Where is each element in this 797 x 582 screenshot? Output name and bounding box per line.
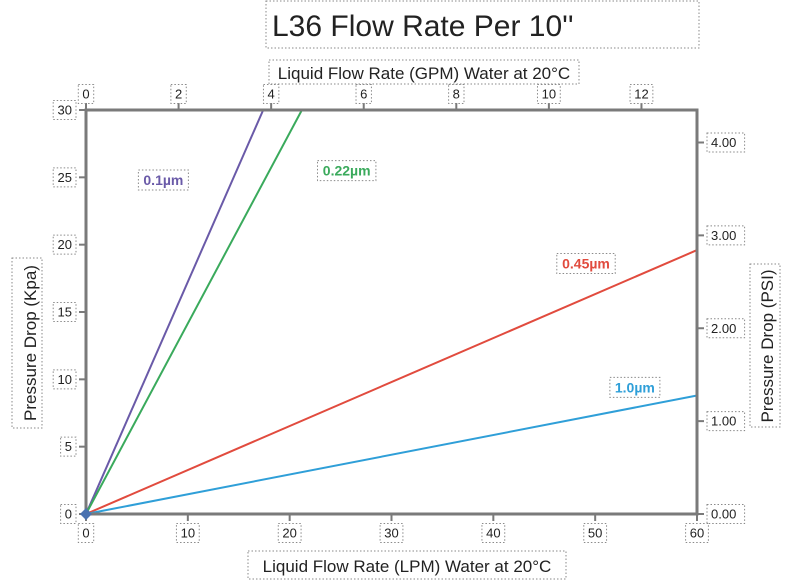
series-label-0: 0.1µm <box>143 172 183 188</box>
x-top-tick-label: 0 <box>82 87 89 102</box>
top-axis-title: Liquid Flow Rate (GPM) Water at 20°C <box>278 64 570 83</box>
x-bottom-tick-label: 40 <box>486 526 500 541</box>
x-top-tick-label: 8 <box>453 87 460 102</box>
series-line-3 <box>85 394 698 515</box>
y-right-tick-label-box <box>706 504 746 524</box>
bottom-axis-title-box <box>247 550 567 580</box>
y-right-tick-label: 0.00 <box>711 507 736 522</box>
series-label-3: 1.0µm <box>615 379 655 395</box>
series-layer <box>85 109 698 515</box>
x-bottom-tick-label: 50 <box>588 526 602 541</box>
y-right-tick-label-box <box>706 132 746 153</box>
series-label-box-1 <box>316 160 377 182</box>
x-top-tick-label-box <box>355 84 372 104</box>
y-right-tick-label: 1.00 <box>711 414 736 429</box>
x-bottom-tick-label: 10 <box>181 526 195 541</box>
y-left-tick-label-box <box>52 234 77 255</box>
x-bottom-tick-label: 60 <box>690 526 704 541</box>
y-left-tick-label-box <box>52 167 77 188</box>
y-right-tick-label-box <box>706 225 746 246</box>
series-line-2 <box>85 249 698 515</box>
y-left-tick-label: 0 <box>65 507 72 522</box>
left-axis-title-box <box>11 257 43 429</box>
y-left-tick-label: 25 <box>58 170 72 185</box>
series-line-0 <box>85 109 265 515</box>
x-top-tick-label-box <box>262 84 280 104</box>
y-left-tick-label-box <box>52 302 77 322</box>
y-left-tick-label: 30 <box>58 103 72 118</box>
origin-marker <box>80 508 92 520</box>
x-top-tick-label: 12 <box>634 87 648 102</box>
top-axis-title-box <box>268 59 580 85</box>
y-left-tick-label: 10 <box>58 372 72 387</box>
chart-title-box <box>265 0 700 49</box>
series-label-box-0 <box>137 169 189 191</box>
x-bottom-tick-label: 0 <box>82 526 89 541</box>
series-line-1 <box>85 109 303 515</box>
x-top-tick-label-box <box>448 84 465 104</box>
x-bottom-tick-label-box <box>277 523 302 543</box>
y-left-tick-label: 15 <box>58 305 72 320</box>
y-left-tick-label-box <box>60 436 77 457</box>
series-label-1: 0.22µm <box>323 163 371 179</box>
chart-title: L36 Flow Rate Per 10'' <box>272 10 574 43</box>
x-top-tick-label-box <box>536 84 561 104</box>
series-labels-layer: 0.1µm 0.22µm 0.45µm 1.0µm <box>137 160 661 398</box>
ticks-layer: 0 10 20 30 40 50 60 0 2 4 6 8 10 12 0 5 10 15 20 25 30 0.00 1.… <box>52 84 746 543</box>
x-bottom-tick-label-box <box>481 523 506 543</box>
y-left-tick-label: 5 <box>65 439 72 454</box>
x-bottom-tick-label-box <box>77 523 95 543</box>
y-right-tick-label-box <box>706 411 746 432</box>
right-axis-title-box <box>749 263 781 428</box>
left-axis-title: Pressure Drop (Kpa) <box>21 265 40 421</box>
x-bottom-tick-label-box <box>685 523 709 543</box>
x-top-tick-label: 6 <box>360 87 367 102</box>
y-left-tick-label-box <box>52 100 77 120</box>
right-axis-title: Pressure Drop (PSI) <box>758 269 777 422</box>
x-top-tick-label: 2 <box>175 87 182 102</box>
bottom-axis-title: Liquid Flow Rate (LPM) Water at 20°C <box>263 557 552 576</box>
x-bottom-tick-label-box <box>583 523 608 543</box>
x-top-tick-label-box <box>170 84 187 104</box>
x-bottom-tick-label: 20 <box>282 526 296 541</box>
y-left-tick-label: 20 <box>58 237 72 252</box>
y-right-tick-label: 2.00 <box>711 321 736 336</box>
series-label-box-3 <box>609 376 661 398</box>
y-right-tick-label: 3.00 <box>711 228 736 243</box>
y-right-tick-label: 4.00 <box>711 135 736 150</box>
y-left-tick-label-box <box>60 504 77 524</box>
y-right-tick-label-box <box>706 318 746 339</box>
x-bottom-tick-label: 30 <box>384 526 398 541</box>
x-bottom-tick-label-box <box>379 523 404 543</box>
x-top-tick-label: 4 <box>268 87 275 102</box>
y-left-tick-label-box <box>52 369 77 390</box>
x-top-tick-label-box <box>629 84 654 104</box>
x-top-tick-label: 10 <box>542 87 556 102</box>
x-bottom-tick-label-box <box>175 523 200 543</box>
series-label-2: 0.45µm <box>562 256 610 272</box>
series-label-box-2 <box>556 253 616 275</box>
x-top-tick-label-box <box>77 84 95 104</box>
plot-frame <box>84 108 699 516</box>
